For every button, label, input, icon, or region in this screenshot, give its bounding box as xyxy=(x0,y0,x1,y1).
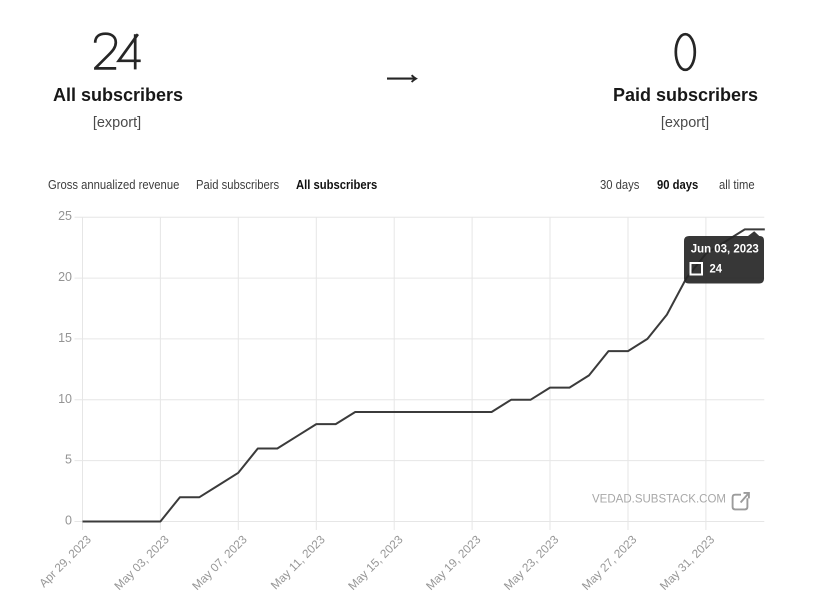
svg-text:20: 20 xyxy=(58,270,72,284)
svg-text:10: 10 xyxy=(58,392,72,406)
svg-text:May 27, 2023: May 27, 2023 xyxy=(579,532,640,593)
svg-text:VEDAD.SUBSTACK.COM: VEDAD.SUBSTACK.COM xyxy=(592,492,726,506)
svg-text:5: 5 xyxy=(65,453,72,467)
svg-text:24: 24 xyxy=(710,262,723,276)
svg-text:25: 25 xyxy=(58,209,72,223)
svg-text:May 11, 2023: May 11, 2023 xyxy=(268,532,328,592)
svg-text:May 07, 2023: May 07, 2023 xyxy=(189,532,250,593)
svg-text:Apr 29, 2023: Apr 29, 2023 xyxy=(36,532,94,590)
svg-text:15: 15 xyxy=(58,331,72,345)
svg-text:0: 0 xyxy=(65,514,72,528)
svg-text:May 15, 2023: May 15, 2023 xyxy=(345,532,406,593)
svg-text:May 19, 2023: May 19, 2023 xyxy=(423,532,484,593)
svg-text:May 31, 2023: May 31, 2023 xyxy=(657,532,718,593)
svg-text:Jun 03, 2023: Jun 03, 2023 xyxy=(691,242,759,256)
svg-text:May 23, 2023: May 23, 2023 xyxy=(501,532,562,593)
svg-text:May 03, 2023: May 03, 2023 xyxy=(111,532,172,593)
